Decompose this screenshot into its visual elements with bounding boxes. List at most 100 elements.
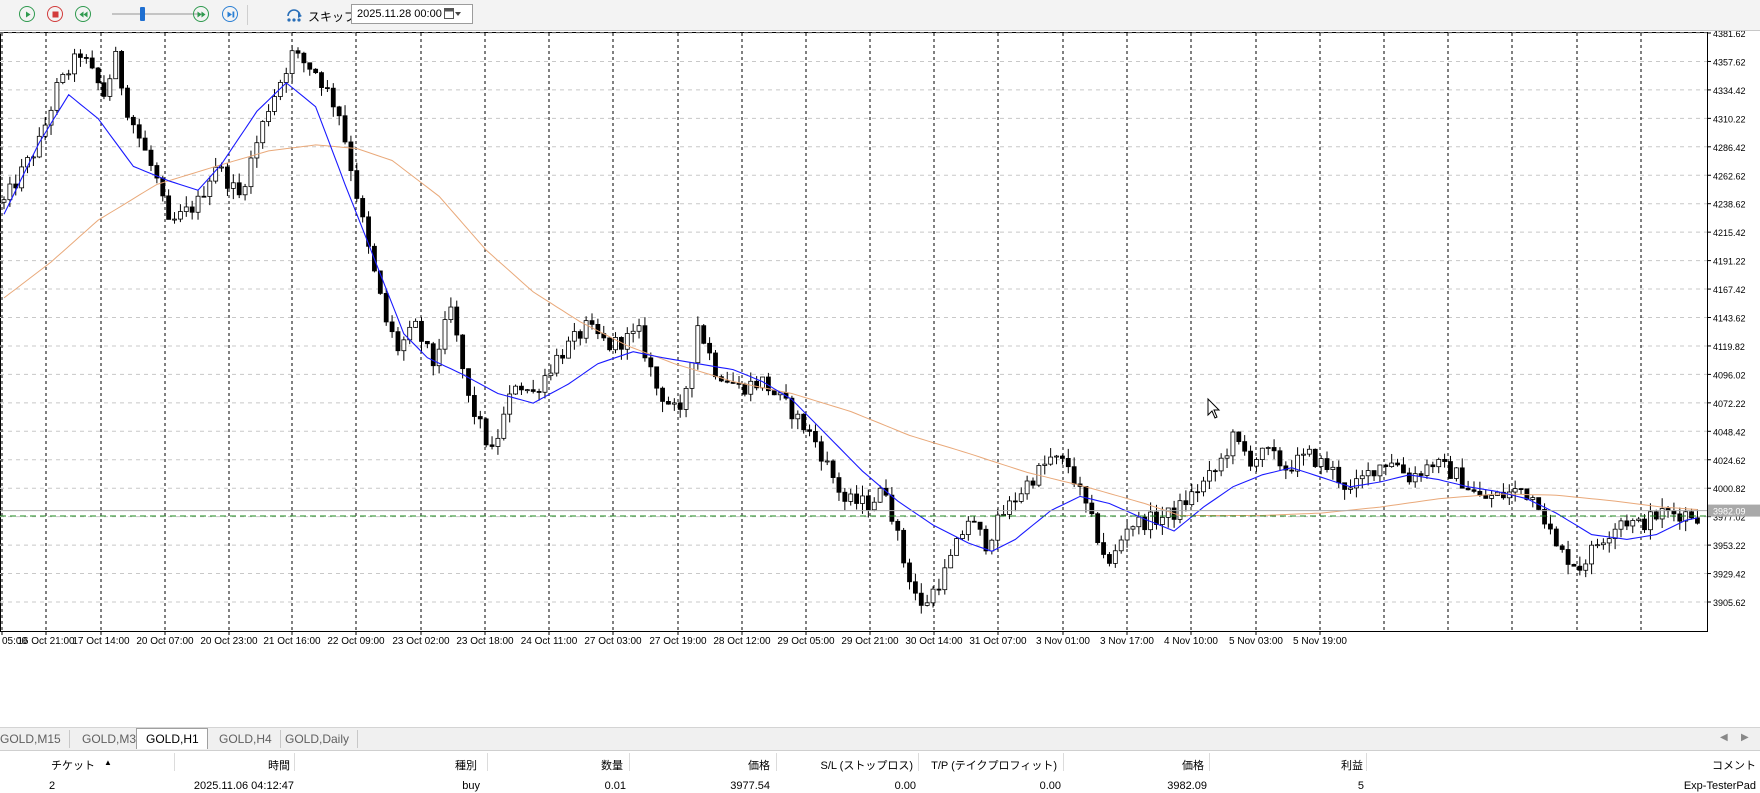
price-axis-label: 4238.62	[1713, 200, 1746, 210]
candle-body	[1471, 489, 1477, 492]
price-axis-label: 3929.42	[1713, 570, 1746, 580]
header-price[interactable]: 価格	[748, 760, 770, 772]
row-volume[interactable]: 0.01	[604, 780, 626, 792]
header-volume[interactable]: 数量	[601, 760, 623, 772]
skip-date-picker[interactable]: 2025.11.28 00:00	[351, 4, 473, 24]
candle-body	[219, 166, 224, 169]
candle-body	[1030, 480, 1036, 486]
candle-body	[254, 142, 260, 159]
play-button[interactable]	[19, 6, 35, 22]
candle-body	[383, 293, 389, 323]
speed-slider-handle[interactable]	[140, 7, 145, 21]
time-axis-label: 17 Oct 14:00	[72, 636, 130, 647]
price-axis-label: 4381.62	[1713, 31, 1746, 39]
candle-body	[72, 53, 77, 75]
candle-body	[230, 182, 236, 189]
speed-slider-track[interactable]	[112, 13, 204, 15]
row-comment[interactable]: Exp-TesterPad	[1683, 780, 1756, 792]
header-take-profit[interactable]: T/P (テイクプロフィット)	[931, 760, 1057, 772]
candle-body	[283, 73, 289, 83]
candle-body	[1007, 500, 1012, 515]
tab-scroll-left-icon[interactable]: ◀	[1720, 732, 1728, 743]
row-take-profit[interactable]: 0.00	[1039, 780, 1061, 792]
tab-gold-h1[interactable]: GOLD,H1	[136, 728, 208, 749]
chart-canvas[interactable]: 4381.62 4357.62 4334.42 4310.22 4286.42 4262.…	[0, 31, 1760, 727]
row-profit[interactable]: 5	[1357, 780, 1364, 792]
candle-body	[930, 588, 936, 604]
candle-body	[401, 339, 407, 352]
candle-body	[865, 495, 871, 511]
skip-to-end-button[interactable]	[222, 6, 238, 22]
rewind-button[interactable]	[75, 6, 91, 22]
candle-body	[1648, 511, 1653, 531]
candle-body	[701, 325, 707, 344]
candle-body	[889, 494, 895, 522]
fast-forward-button[interactable]	[193, 6, 209, 22]
candle-body	[965, 520, 971, 535]
time-axis-label: 27 Oct 19:00	[649, 636, 707, 647]
header-current-price[interactable]: 価格	[1182, 760, 1204, 772]
candle-body	[830, 460, 836, 478]
header-type[interactable]: 種別	[455, 760, 477, 772]
candle-body	[577, 331, 583, 339]
candle-body	[113, 51, 119, 80]
candle-body	[125, 87, 130, 118]
candle-body	[1689, 511, 1694, 519]
candle-body	[960, 534, 965, 539]
candle-body	[324, 87, 330, 89]
candle-body	[1453, 467, 1459, 479]
candle-body	[272, 96, 277, 112]
candle-body	[289, 50, 295, 74]
tab-gold-daily[interactable]: GOLD,Daily	[276, 730, 359, 748]
candle-body	[1377, 464, 1383, 477]
calendar-dropdown-icon[interactable]	[444, 7, 462, 21]
candle-body	[1012, 500, 1018, 503]
tab-gold-h4[interactable]: GOLD,H4	[210, 730, 281, 748]
candle-body	[136, 124, 142, 139]
candle-body	[789, 397, 795, 420]
header-stop-loss[interactable]: S/L (ストップロス)	[820, 760, 914, 772]
candle-body	[895, 520, 901, 531]
candle-body	[1301, 453, 1306, 456]
price-axis-label: 3977.02	[1713, 513, 1746, 523]
candle-body	[354, 170, 360, 199]
candle-body	[1442, 459, 1447, 462]
row-price[interactable]: 3977.54	[730, 780, 770, 792]
header-time[interactable]: 時間	[268, 760, 290, 772]
price-axis-label: 4262.62	[1713, 171, 1746, 181]
sort-ascending-icon[interactable]: ▲	[104, 758, 112, 767]
candle-body	[366, 216, 371, 247]
candle-body	[736, 382, 742, 385]
row-stop-loss[interactable]: 0.00	[894, 780, 916, 792]
candle-body	[1677, 513, 1683, 522]
candle-body	[1600, 542, 1606, 546]
tab-gold-m15[interactable]: GOLD,M15	[0, 730, 70, 748]
time-axis-label: 30 Oct 14:00	[905, 636, 963, 647]
candle-body	[1448, 461, 1453, 479]
skip-button[interactable]: スキップ	[284, 5, 356, 25]
candle-body	[813, 431, 818, 443]
candle-body	[1224, 455, 1230, 459]
skip-date-value: 2025.11.28 00:00	[357, 8, 442, 20]
header-comment[interactable]: コメント	[1712, 760, 1756, 772]
candle-body	[742, 383, 748, 395]
candle-body	[1130, 526, 1136, 530]
tab-scroll-right-icon[interactable]: ▶	[1741, 732, 1749, 743]
row-type[interactable]: buy	[462, 780, 480, 792]
price-chart[interactable]: 4381.62 4357.62 4334.42 4310.22 4286.42 4262.…	[0, 31, 1760, 727]
skip-to-end-icon	[227, 11, 235, 18]
candle-body	[1024, 480, 1030, 495]
row-current-price[interactable]: 3982.09	[1167, 780, 1207, 792]
time-axis-label: 29 Oct 05:00	[777, 636, 835, 647]
header-ticket[interactable]: チケット	[51, 760, 95, 772]
row-time[interactable]: 2025.11.06 04:12:47	[193, 780, 294, 792]
row-ticket[interactable]: 2	[49, 780, 56, 792]
skip-label: スキップ	[308, 10, 357, 24]
candle-body	[1330, 466, 1336, 470]
stop-button[interactable]	[47, 6, 63, 22]
candle-body	[1159, 516, 1165, 525]
candle-body	[471, 395, 477, 417]
candle-body	[1254, 459, 1259, 467]
header-profit[interactable]: 利益	[1341, 760, 1363, 772]
candle-body	[1054, 455, 1059, 458]
